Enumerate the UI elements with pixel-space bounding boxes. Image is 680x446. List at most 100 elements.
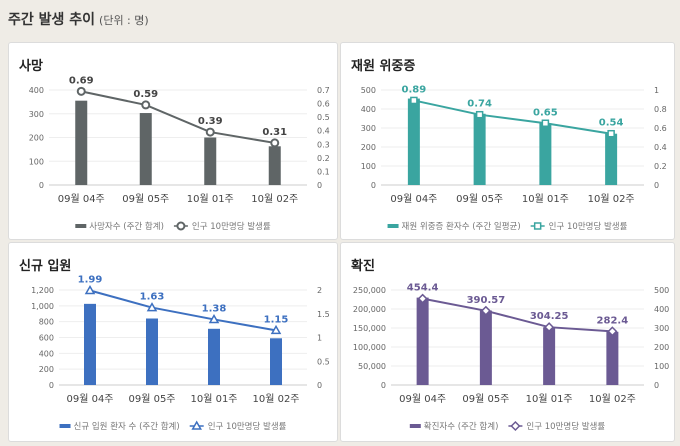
page-title: 주간 발생 추이 <box>8 12 96 28</box>
left-tick-label: 200 <box>39 365 54 374</box>
chart-severe: 0 100 200 300 400 500 0 0.2 0.4 0.6 0.8 1 09월 04주 09월… <box>361 84 667 232</box>
right-tick-label: 0.1 <box>317 167 330 176</box>
chart-title: 사망 <box>19 59 43 74</box>
x-tick-label: 09월 05주 <box>122 193 169 205</box>
rate-data-label: 0.59 <box>133 89 158 100</box>
x-tick-label: 10월 02주 <box>588 193 635 205</box>
left-tick-label: 150,000 <box>353 324 386 333</box>
rate-data-label: 0.54 <box>599 118 624 129</box>
right-tick-label: 0.6 <box>654 124 667 133</box>
right-tick-label: 500 <box>654 286 669 295</box>
rate-data-label: 0.65 <box>533 107 558 118</box>
x-tick-label: 10월 01주 <box>522 193 569 205</box>
legend-marker-icon <box>176 221 186 231</box>
rate-marker <box>76 86 86 96</box>
bar <box>606 331 619 385</box>
bar <box>473 113 486 185</box>
rate-marker <box>270 324 282 335</box>
right-tick-label: 0.6 <box>317 100 330 109</box>
legend-line-label: 인구 10만명당 발생률 <box>526 421 605 432</box>
right-tick-label: 0 <box>317 181 322 190</box>
chart-confirmed: 0 50,000 100,000 150,000 200,000 250,000 0 100 2… <box>353 283 669 432</box>
rate-marker <box>205 127 215 137</box>
left-tick-label: 400 <box>29 86 44 95</box>
right-tick-label: 200 <box>654 343 669 352</box>
rate-marker <box>146 302 158 312</box>
bar <box>539 123 552 185</box>
page-header: 주간 발생 추이 (단위 : 명) <box>8 9 149 29</box>
rate-marker <box>607 129 615 138</box>
rate-data-label: 0.89 <box>402 84 427 95</box>
x-tick-label: 09월 05주 <box>462 393 509 405</box>
rate-data-label: 1.99 <box>78 274 103 285</box>
right-tick-label: 0.5 <box>317 357 330 366</box>
rate-data-label: 454.4 <box>407 283 439 294</box>
left-tick-label: 800 <box>39 318 54 327</box>
left-tick-label: 0 <box>381 381 386 390</box>
right-tick-label: 1 <box>317 334 322 343</box>
legend-bar-label: 확진자수 (주간 합계) <box>424 421 499 432</box>
chart-panel-severe: 재원 위중증 0 100 200 300 400 500 0 0.2 0.4 0.6 0.8 1 09월 … <box>340 42 675 240</box>
right-tick-label: 100 <box>654 362 669 371</box>
bar <box>75 100 88 185</box>
left-tick-label: 200,000 <box>353 305 386 314</box>
x-tick-label: 09월 04주 <box>390 193 437 205</box>
rate-marker <box>607 326 618 337</box>
bar <box>416 297 429 385</box>
right-tick-label: 1 <box>654 86 659 95</box>
left-tick-label: 500 <box>361 86 376 95</box>
right-tick-label: 0.4 <box>317 127 330 136</box>
legend-bar-swatch <box>75 224 87 228</box>
left-tick-label: 100 <box>361 162 376 171</box>
bar <box>208 328 220 385</box>
bar <box>84 303 96 385</box>
bar <box>543 327 556 385</box>
bar <box>139 113 152 185</box>
chart-title: 확진 <box>351 259 375 274</box>
right-tick-label: 0.7 <box>317 86 330 95</box>
unit-label: (단위 : 명) <box>99 14 149 27</box>
rate-marker <box>410 96 418 105</box>
rate-marker <box>84 284 96 295</box>
rate-data-label: 1.38 <box>202 303 227 314</box>
legend-marker-icon <box>191 420 202 430</box>
bar <box>146 318 158 385</box>
rate-data-label: 0.74 <box>467 99 492 110</box>
rate-line <box>81 90 275 144</box>
rate-data-label: 304.25 <box>530 311 569 322</box>
right-tick-label: 0.2 <box>317 154 330 163</box>
right-tick-label: 300 <box>654 324 669 333</box>
right-tick-label: 2 <box>317 286 322 295</box>
chart-title: 재원 위중증 <box>351 59 416 74</box>
rate-data-label: 0.69 <box>69 75 94 86</box>
left-tick-label: 600 <box>39 334 54 343</box>
rate-marker <box>417 293 428 304</box>
rate-marker <box>475 110 484 119</box>
rate-data-label: 0.39 <box>198 116 223 127</box>
right-tick-label: 400 <box>654 305 669 314</box>
x-tick-label: 10월 02주 <box>251 193 298 205</box>
rate-marker <box>141 100 151 110</box>
rate-data-label: 282.4 <box>597 315 629 326</box>
rate-marker <box>544 322 555 333</box>
chart-admission: 0 200 400 600 800 1,000 1,200 0 0.5 1 1.5 2 09월 04주 0… <box>31 274 330 432</box>
chart-death: 0 100 200 300 400 0 0.1 0.2 0.3 0.4 0.5 0.6 0.7 09월 0… <box>29 75 330 232</box>
right-tick-label: 0 <box>317 381 322 390</box>
x-tick-label: 10월 01주 <box>190 393 237 405</box>
left-tick-label: 0 <box>39 181 44 190</box>
right-tick-label: 0.3 <box>317 140 330 149</box>
chart-panel-admission: 신규 입원 0 200 400 600 800 1,000 1,200 0 0.5 1 1.5 2 09월… <box>8 242 338 442</box>
right-tick-label: 0 <box>654 381 659 390</box>
rate-data-label: 0.31 <box>262 127 287 138</box>
legend-bar-label: 신규 입원 환자 수 (주간 합계) <box>74 421 180 432</box>
x-tick-label: 10월 02주 <box>252 393 299 405</box>
rate-line <box>89 289 277 332</box>
legend-marker-icon <box>510 420 521 432</box>
right-tick-label: 0 <box>654 181 659 190</box>
chart-title: 신규 입원 <box>19 259 72 274</box>
legend-line-label: 인구 10만명당 발생률 <box>208 421 287 432</box>
x-tick-label: 09월 05주 <box>456 193 503 205</box>
x-tick-label: 10월 01주 <box>187 193 234 205</box>
left-tick-label: 400 <box>361 105 376 114</box>
left-tick-label: 1,000 <box>31 302 54 311</box>
